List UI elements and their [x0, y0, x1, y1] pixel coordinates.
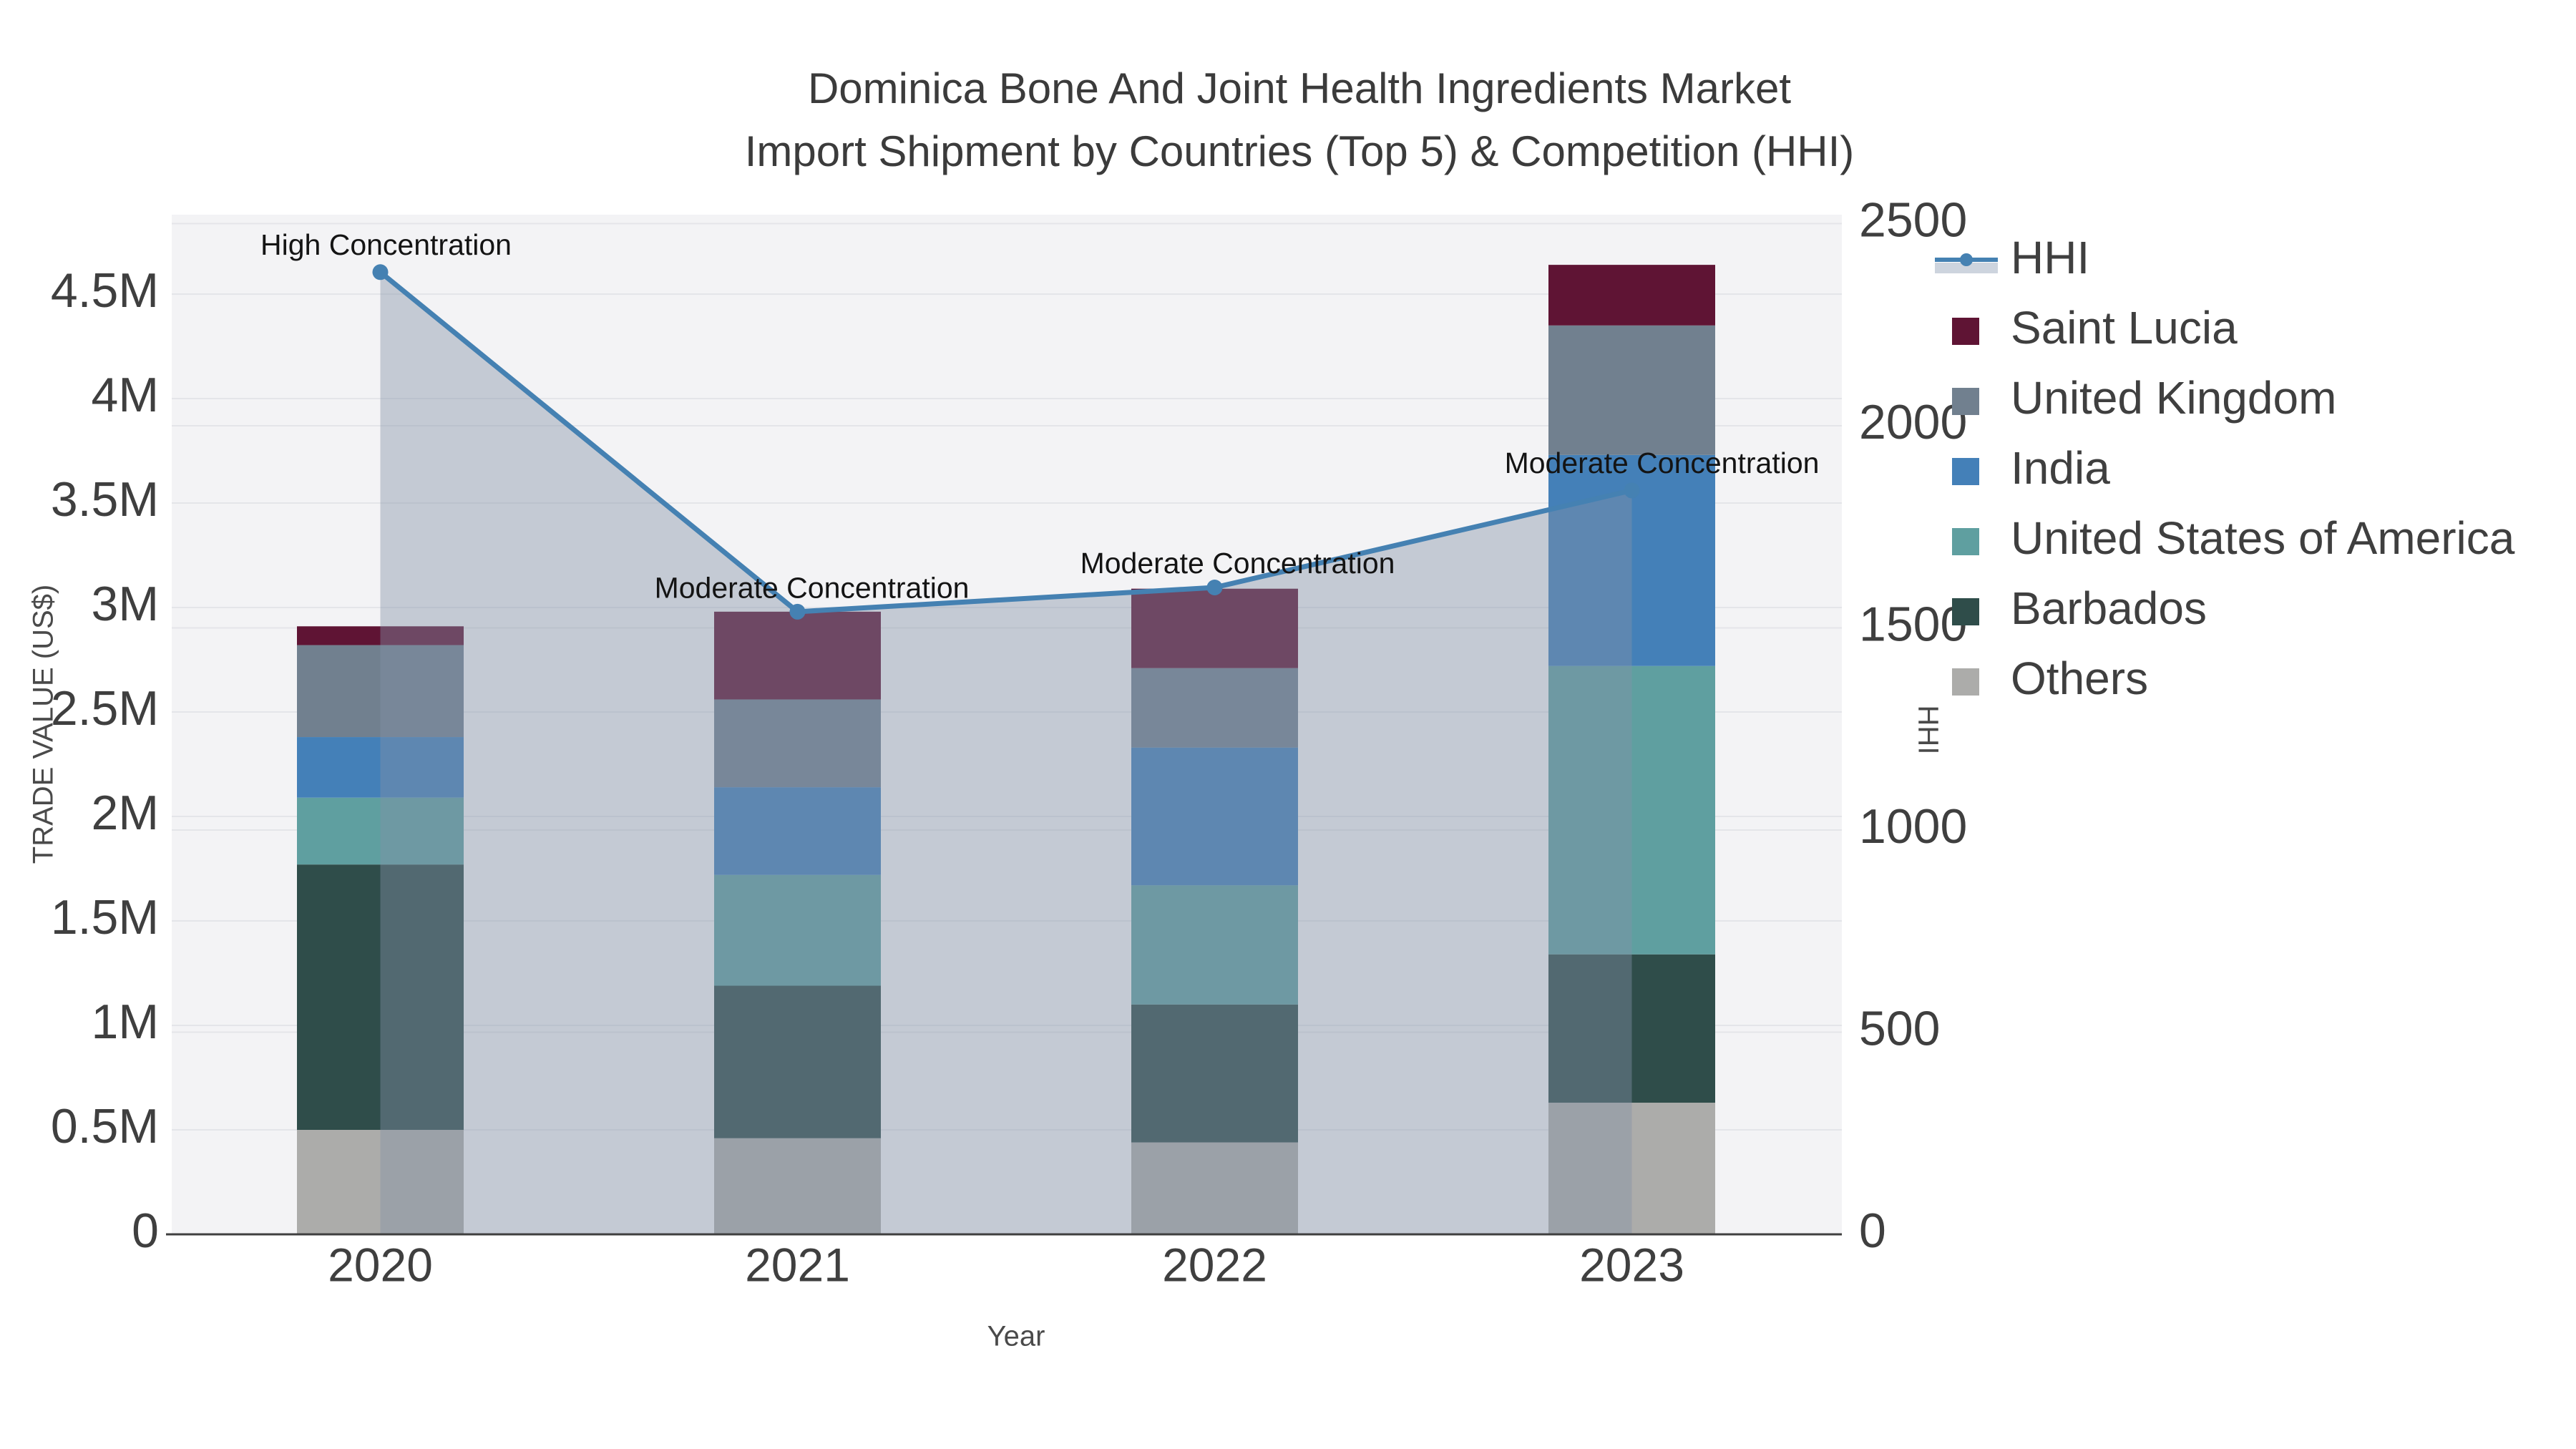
bar-segment-united-states-of-america-2021	[714, 874, 881, 986]
bar-segment-india-2021	[714, 787, 881, 875]
bar-segment-united-kingdom-2020	[297, 645, 464, 738]
y-right-tick-2500: 2500	[1859, 192, 1967, 247]
legend-label: United States of America	[2011, 512, 2515, 564]
chart-title-line2: Import Shipment by Countries (Top 5) & C…	[745, 127, 1855, 175]
hhi-marker-2023	[1624, 482, 1640, 499]
bar-segment-united-kingdom-2022	[1131, 668, 1298, 748]
y-left-tick-labels: 0 0.5M 1M 1.5M 2M 2.5M 3M 3.5M 4M 4.5M	[51, 263, 159, 1258]
bar-segment-others-2023	[1548, 1103, 1715, 1234]
bar-segment-united-kingdom-2021	[714, 699, 881, 788]
bar-segment-saint-lucia-2021	[714, 611, 881, 700]
legend-color-swatch	[1952, 388, 1979, 415]
legend-item-others[interactable]: Others	[1952, 653, 2148, 704]
bar-segment-saint-lucia-2022	[1131, 588, 1298, 668]
bar-segment-others-2020	[297, 1130, 464, 1234]
y-left-tick-3M: 3M	[92, 577, 159, 631]
bar-segment-others-2021	[714, 1138, 881, 1234]
legend-label: Barbados	[2011, 582, 2207, 634]
hhi-area-polygon	[380, 272, 1632, 1234]
bar-segment-united-states-of-america-2020	[297, 797, 464, 865]
legend-item-barbados[interactable]: Barbados	[1952, 582, 2207, 634]
legend-marker-dot	[1960, 253, 1973, 266]
y-left-axis-title: TRADE VALUE (US$)	[28, 585, 59, 864]
y-right-axis-title: HHI	[1912, 706, 1943, 755]
legend: HHI Saint Lucia United Kingdom India United …	[1935, 232, 2515, 704]
annotation-2020: High Concentration	[260, 228, 512, 261]
hhi-marker-2021	[789, 603, 806, 620]
y-right-tick-labels: 0 500 1000 1500 2000 2500	[1859, 192, 1967, 1258]
legend-color-swatch	[1952, 598, 1979, 625]
x-tick-labels: 2020 2021 2022 2023	[328, 1238, 1684, 1291]
legend-label: India	[2011, 442, 2110, 494]
x-tick-2022: 2022	[1162, 1238, 1267, 1291]
legend-label: HHI	[2011, 232, 2089, 283]
y-left-tick-3.5M: 3.5M	[51, 472, 159, 527]
bar-segment-saint-lucia-2020	[297, 626, 464, 645]
x-tick-2023: 2023	[1579, 1238, 1684, 1291]
y-right-tick-2000: 2000	[1859, 395, 1967, 449]
y-right-tick-1500: 1500	[1859, 597, 1967, 651]
legend-item-united-states-of-america[interactable]: United States of America	[1952, 512, 2515, 564]
x-tick-2021: 2021	[745, 1238, 850, 1291]
annotation-2023: Moderate Concentration	[1505, 447, 1820, 479]
bar-segment-barbados-2023	[1548, 954, 1715, 1103]
annotation-2021: Moderate Concentration	[655, 572, 970, 605]
legend-label: Others	[2011, 653, 2148, 704]
legend-item-india[interactable]: India	[1952, 442, 2110, 494]
bar-segment-barbados-2020	[297, 864, 464, 1130]
y-left-tick-2M: 2M	[92, 786, 159, 840]
hhi-marker-2022	[1206, 580, 1223, 595]
legend-color-swatch	[1952, 458, 1979, 485]
y-left-tick-2.5M: 2.5M	[51, 681, 159, 736]
legend-item-hhi[interactable]: HHI	[1935, 232, 2089, 283]
hhi-line-path	[379, 270, 1633, 615]
annotation-2022: Moderate Concentration	[1080, 547, 1395, 580]
concentration-annotations: High Concentration Moderate Concentration…	[260, 228, 1819, 605]
bar-segment-saint-lucia-2023	[1548, 265, 1715, 326]
bar-segment-india-2020	[297, 737, 464, 798]
legend-item-saint-lucia[interactable]: Saint Lucia	[1952, 302, 2238, 353]
legend-color-swatch	[1952, 528, 1979, 555]
bar-segment-others-2022	[1131, 1142, 1298, 1234]
stacked-bars	[297, 265, 1715, 1234]
bar-segment-barbados-2021	[714, 985, 881, 1138]
y-left-tick-4.5M: 4.5M	[51, 263, 159, 318]
y-left-tick-0.5M: 0.5M	[51, 1099, 159, 1153]
y-left-tick-0: 0	[132, 1204, 159, 1258]
y-left-tick-4M: 4M	[92, 368, 159, 422]
y-left-tick-1M: 1M	[92, 995, 159, 1049]
y-right-tick-0: 0	[1859, 1204, 1886, 1258]
bar-segment-united-kingdom-2023	[1548, 325, 1715, 455]
hhi-line	[372, 264, 1640, 620]
bar-segment-barbados-2022	[1131, 1004, 1298, 1143]
bar-segment-india-2022	[1131, 747, 1298, 886]
legend-color-swatch	[1952, 318, 1979, 345]
y-left-tick-1.5M: 1.5M	[51, 890, 159, 945]
legend-area-swatch	[1935, 263, 1998, 273]
legend-color-swatch	[1952, 668, 1979, 696]
legend-item-united-kingdom[interactable]: United Kingdom	[1952, 372, 2336, 424]
chart-title-line1: Dominica Bone And Joint Health Ingredien…	[808, 64, 1791, 112]
y-right-tick-500: 500	[1859, 1001, 1940, 1055]
bar-segment-united-states-of-america-2022	[1131, 885, 1298, 1005]
hhi-marker-2020	[372, 264, 389, 280]
hhi-area-fill	[380, 272, 1632, 1234]
legend-label: Saint Lucia	[2011, 302, 2238, 353]
y-right-tick-1000: 1000	[1859, 799, 1967, 854]
legend-label: United Kingdom	[2011, 372, 2336, 424]
x-tick-2020: 2020	[328, 1238, 433, 1291]
bar-segment-united-states-of-america-2023	[1548, 665, 1715, 955]
x-axis-title: Year	[987, 1321, 1045, 1352]
